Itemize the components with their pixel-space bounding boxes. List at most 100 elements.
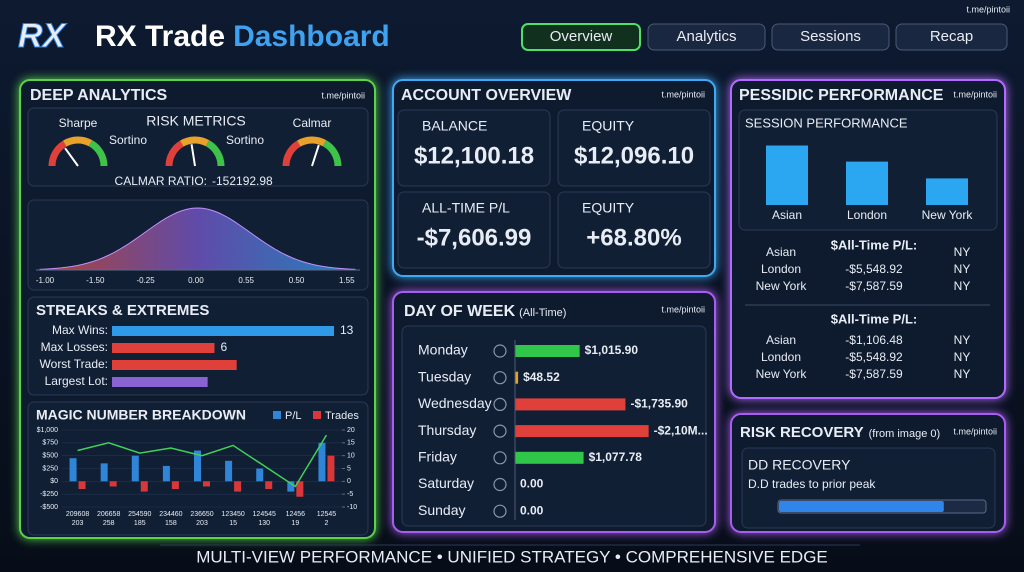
gauge-arc xyxy=(322,140,342,167)
day-value: 0.00 xyxy=(520,503,544,517)
day-bar xyxy=(515,398,626,411)
credit: t.me/pintoii xyxy=(966,4,1010,14)
table-cell: Asian xyxy=(766,245,796,259)
gauge-arc xyxy=(282,140,301,167)
credit: t.me/pintoii xyxy=(661,304,705,314)
magic-bar xyxy=(256,468,264,482)
x-tick-label: 206658 xyxy=(97,511,120,518)
day-bar xyxy=(515,425,649,438)
section-title: MAGIC NUMBER BREAKDOWN xyxy=(36,407,246,423)
table-cell: -$1,106.48 xyxy=(845,333,903,347)
x-tick-label: 185 xyxy=(134,520,146,527)
gauge-arc xyxy=(48,140,67,167)
distribution-x-label: -1.00 xyxy=(36,276,55,285)
x-tick-label: 203 xyxy=(72,520,84,527)
tile-value: -$7,606.99 xyxy=(417,224,532,251)
distribution-x-label: 0.50 xyxy=(289,276,305,285)
table-cell: -$5,548.92 xyxy=(845,350,903,364)
table-cell: New York xyxy=(756,367,808,381)
magic-bar xyxy=(171,481,179,490)
y2-tick-label: -5 xyxy=(347,491,353,498)
y-tick-label: -$500 xyxy=(40,504,58,511)
magic-bar xyxy=(327,455,335,482)
day-icon xyxy=(493,424,507,438)
title-main: RX Trade xyxy=(95,20,225,53)
tile-value: $12,100.18 xyxy=(414,142,534,169)
x-tick-label: 234460 xyxy=(159,511,182,518)
section-title: STREAKS & EXTREMES xyxy=(36,302,209,319)
gauge-needle xyxy=(190,144,196,167)
credit: t.me/pintoii xyxy=(953,426,997,436)
magic-trend xyxy=(77,434,328,488)
nav-button[interactable] xyxy=(521,23,641,51)
table-cell: -$7,587.59 xyxy=(845,279,903,293)
day-label: Monday xyxy=(418,342,468,358)
magic-bar xyxy=(162,465,170,482)
risk-metrics-box xyxy=(27,107,369,187)
y-tick-label: $250 xyxy=(42,465,58,472)
x-tick-label: 124545 xyxy=(253,511,276,518)
legend-label: Trades xyxy=(325,410,359,422)
gauge-arc xyxy=(179,136,210,147)
x-tick-label: 12456 xyxy=(286,511,306,518)
table-cell: NY xyxy=(954,367,971,381)
table-cell: -$7,587.59 xyxy=(845,367,903,381)
day-value: -$2,10M... xyxy=(654,423,708,437)
nav-button[interactable] xyxy=(895,23,1008,51)
nav-button[interactable] xyxy=(647,23,766,51)
day-value: $48.52 xyxy=(523,370,560,384)
x-tick-label: 12545 xyxy=(317,511,337,518)
magic-bar xyxy=(100,463,108,482)
day-bar xyxy=(515,345,580,357)
nav-label: Sessions xyxy=(800,28,861,45)
logo: RX xyxy=(18,17,68,55)
y2-tick-label: 0 xyxy=(347,478,351,485)
magic-bar xyxy=(296,481,304,497)
streak-label: Worst Trade: xyxy=(40,357,108,371)
table-cell: Asian xyxy=(766,333,796,347)
nav-button[interactable] xyxy=(771,23,890,51)
credit: t.me/pintoii xyxy=(321,90,365,100)
day-icon xyxy=(493,451,507,465)
day-value: $1,015.90 xyxy=(585,343,639,357)
magic-bar xyxy=(140,481,148,492)
y-tick-label: -$250 xyxy=(40,491,58,498)
streak-value: 6 xyxy=(220,340,227,354)
table-cell: NY xyxy=(954,245,971,259)
day-icon xyxy=(493,371,507,385)
distribution-x-label: -1.50 xyxy=(86,276,105,285)
magic-bar xyxy=(78,481,86,490)
session-label: Asian xyxy=(772,208,802,222)
day-label: Wednesday xyxy=(418,395,492,411)
day-label: Tuesday xyxy=(418,368,471,384)
x-tick-label: 15 xyxy=(229,520,237,527)
table-cell: London xyxy=(761,262,801,276)
tile-value: +68.80% xyxy=(586,224,681,251)
magic-bar xyxy=(69,458,77,482)
magic-bar xyxy=(318,442,326,482)
table-header: $All-Time P/L: xyxy=(831,311,917,326)
distribution-x-label: 0.00 xyxy=(188,276,204,285)
table-header: $All-Time P/L: xyxy=(831,237,917,252)
gauge-needle xyxy=(311,144,320,167)
day-label: Sunday xyxy=(418,502,465,518)
distribution-x-label: 0.55 xyxy=(238,276,254,285)
magic-bar xyxy=(287,481,295,492)
day-label: Friday xyxy=(418,449,457,465)
panel-subtitle: (from image 0) xyxy=(869,428,941,440)
distribution-x-label: -0.25 xyxy=(136,276,155,285)
day-value: 0.00 xyxy=(520,477,544,491)
x-tick-label: 123450 xyxy=(221,511,244,518)
gauge-label: Sortino xyxy=(226,133,264,147)
gauge-label: RISK METRICS xyxy=(146,113,246,129)
table-cell: NY xyxy=(954,350,971,364)
day-value: $1,077.78 xyxy=(589,450,643,464)
tile-label: BALANCE xyxy=(422,118,487,134)
gauge-arc xyxy=(165,140,184,167)
tile-label: ALL-TIME P/L xyxy=(422,200,510,216)
magic-bar xyxy=(234,481,242,492)
y2-tick-label: 10 xyxy=(347,453,355,460)
legend-swatch xyxy=(273,411,281,419)
day-icon xyxy=(493,504,507,518)
session-label: London xyxy=(847,208,887,222)
